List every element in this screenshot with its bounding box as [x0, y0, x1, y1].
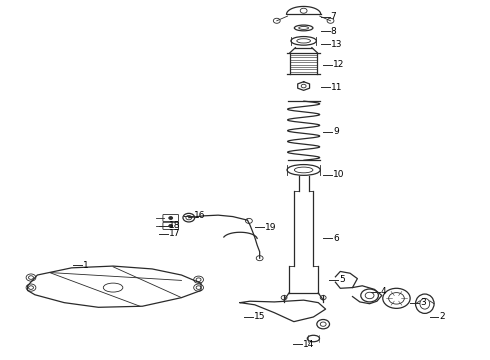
Text: 18: 18 — [169, 221, 181, 230]
Text: 16: 16 — [194, 211, 205, 220]
Text: 9: 9 — [333, 127, 339, 136]
Text: 17: 17 — [169, 229, 181, 238]
Text: 2: 2 — [440, 312, 445, 321]
Text: 19: 19 — [265, 223, 276, 232]
Text: 1: 1 — [83, 261, 89, 270]
Text: 5: 5 — [339, 275, 344, 284]
Text: 8: 8 — [331, 27, 336, 36]
Text: 15: 15 — [254, 312, 265, 321]
Text: 4: 4 — [381, 287, 387, 296]
Text: 10: 10 — [333, 170, 344, 179]
Text: 3: 3 — [420, 298, 426, 307]
Text: 13: 13 — [331, 40, 342, 49]
Circle shape — [169, 225, 172, 227]
Text: 12: 12 — [333, 60, 344, 69]
Text: 7: 7 — [331, 12, 336, 21]
Text: 11: 11 — [331, 83, 342, 92]
Text: 6: 6 — [333, 234, 339, 243]
Circle shape — [169, 217, 172, 220]
Text: 14: 14 — [303, 340, 314, 349]
